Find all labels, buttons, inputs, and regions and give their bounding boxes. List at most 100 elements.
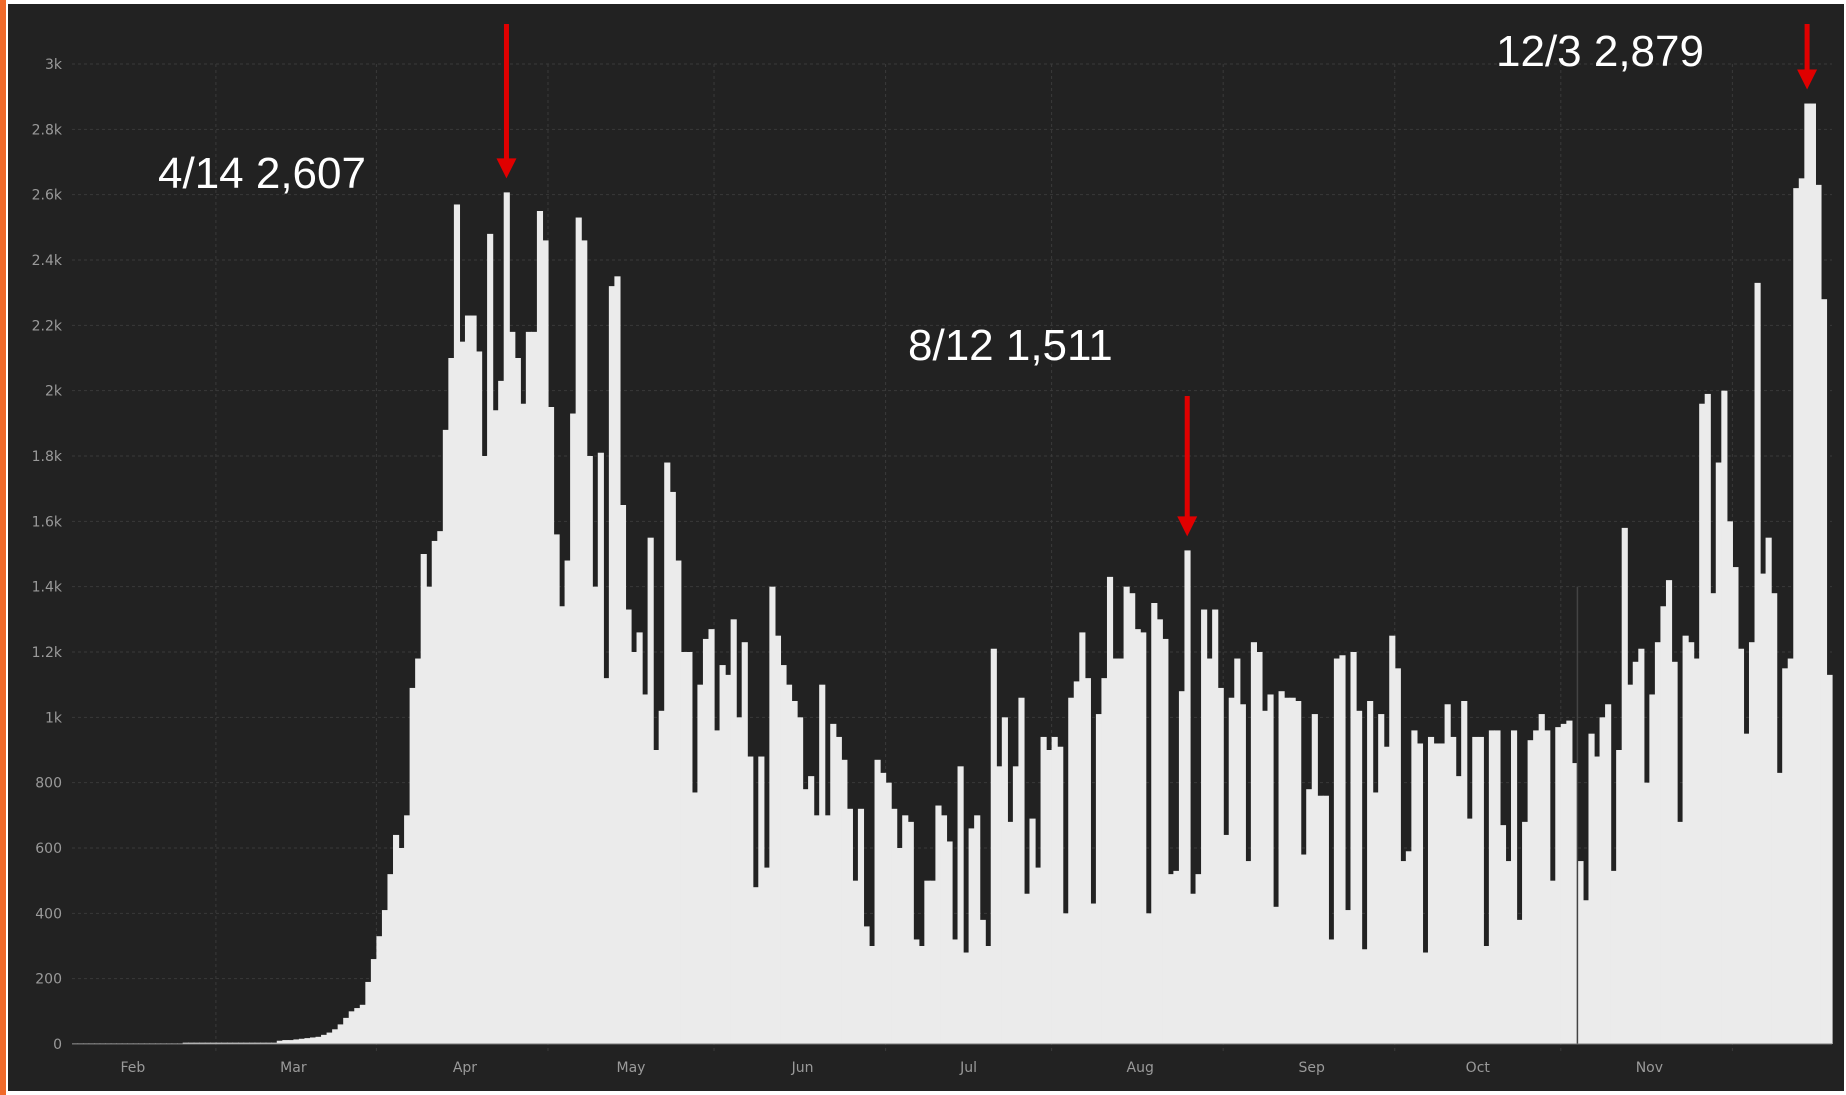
bar	[1261, 710, 1269, 1044]
bar	[1654, 642, 1662, 1044]
bar	[835, 736, 842, 1044]
bar	[1466, 818, 1473, 1044]
x-tick-label-apr: Apr	[453, 1060, 477, 1076]
bar	[741, 642, 748, 1044]
bar	[1278, 691, 1285, 1044]
bar	[1189, 893, 1197, 1044]
bar	[929, 880, 936, 1044]
bar	[1566, 720, 1573, 1044]
x-tick-label-oct: Oct	[1466, 1060, 1491, 1076]
bar	[1289, 697, 1296, 1044]
bar	[1007, 821, 1014, 1044]
bar	[1439, 743, 1446, 1044]
x-tick-label-sep: Sep	[1299, 1060, 1326, 1076]
y-tick-label: 0	[53, 1037, 62, 1053]
bar	[1123, 586, 1130, 1044]
bar	[1577, 861, 1584, 1044]
x-tick-label-mar: Mar	[280, 1060, 307, 1076]
bar	[730, 619, 737, 1044]
bar	[1223, 834, 1230, 1044]
bar	[1815, 184, 1822, 1044]
bar	[188, 1042, 195, 1044]
bar	[182, 1042, 189, 1044]
bar	[1284, 697, 1291, 1044]
bar	[581, 240, 588, 1044]
bar	[902, 815, 909, 1044]
bar	[365, 981, 372, 1044]
bar	[1239, 704, 1246, 1044]
x-tick-label-jun: Jun	[791, 1060, 814, 1076]
bar	[514, 358, 521, 1044]
bar	[553, 534, 560, 1044]
bar	[614, 276, 621, 1045]
bar	[531, 331, 538, 1044]
annotation-label: 12/3 2,879	[1496, 27, 1704, 76]
bar	[1378, 714, 1385, 1044]
bar	[210, 1042, 217, 1044]
bar	[1427, 736, 1435, 1044]
bar	[774, 635, 782, 1044]
bar	[1549, 880, 1556, 1044]
bar	[636, 632, 643, 1044]
bar	[1699, 403, 1706, 1045]
bar	[819, 684, 826, 1044]
bar	[736, 717, 743, 1044]
bar	[808, 776, 815, 1044]
bar	[1610, 870, 1617, 1044]
bar	[1793, 188, 1800, 1044]
bar	[592, 586, 599, 1044]
annotation-arrow-head	[496, 158, 517, 179]
bar	[1433, 743, 1440, 1044]
y-tick-label: 2.2k	[32, 318, 63, 334]
bar	[1145, 913, 1152, 1044]
y-tick-label: 600	[35, 841, 62, 857]
bar	[1560, 723, 1567, 1044]
y-tick-label: 200	[35, 972, 62, 988]
bar	[686, 652, 693, 1044]
bar	[282, 1040, 289, 1044]
bar	[708, 629, 715, 1044]
bar	[857, 808, 865, 1044]
bar	[957, 766, 964, 1044]
bar	[974, 815, 981, 1044]
bar	[1571, 763, 1578, 1044]
y-tick-label: 1.2k	[32, 645, 63, 661]
bar	[586, 456, 593, 1044]
annotation-label: 4/14 2,607	[158, 149, 366, 198]
bar	[293, 1039, 300, 1044]
bar	[1134, 629, 1141, 1044]
bar	[437, 531, 444, 1044]
bar	[1450, 736, 1457, 1044]
bar	[918, 946, 925, 1044]
daily-cases-chart: 0 200 400 600 800 1k 1.2k 1.4k 1.6k 1.8k 2k 2.2k 2.4…	[8, 4, 1844, 1091]
bar	[1101, 678, 1108, 1044]
bar	[1029, 818, 1036, 1044]
annotations: 4/14 2,607 8/12 1,511 12/3 2,879	[158, 24, 1818, 537]
bar	[1461, 701, 1468, 1044]
bar	[459, 341, 466, 1044]
bar	[1820, 299, 1828, 1044]
bar	[1787, 658, 1794, 1044]
bar	[1206, 658, 1213, 1044]
bar	[1765, 537, 1772, 1044]
axes: 0 200 400 600 800 1k 1.2k 1.4k 1.6k 1.8k 2k 2.2k 2.4…	[32, 57, 1832, 1076]
bar	[420, 554, 427, 1044]
bar	[1665, 580, 1673, 1044]
bar	[1522, 821, 1529, 1044]
bar	[653, 750, 660, 1044]
bar	[492, 410, 499, 1044]
bar	[1599, 717, 1606, 1044]
bar	[1090, 903, 1097, 1044]
bar	[1505, 861, 1512, 1044]
bar	[271, 1042, 278, 1044]
bar	[625, 609, 632, 1044]
bar	[913, 939, 920, 1044]
bar	[1344, 910, 1352, 1044]
bar	[907, 821, 914, 1044]
bar	[1527, 740, 1534, 1044]
bar	[1273, 906, 1280, 1044]
bar	[448, 358, 455, 1044]
bar	[1118, 658, 1125, 1044]
bar	[1743, 733, 1750, 1044]
bar	[608, 286, 615, 1044]
